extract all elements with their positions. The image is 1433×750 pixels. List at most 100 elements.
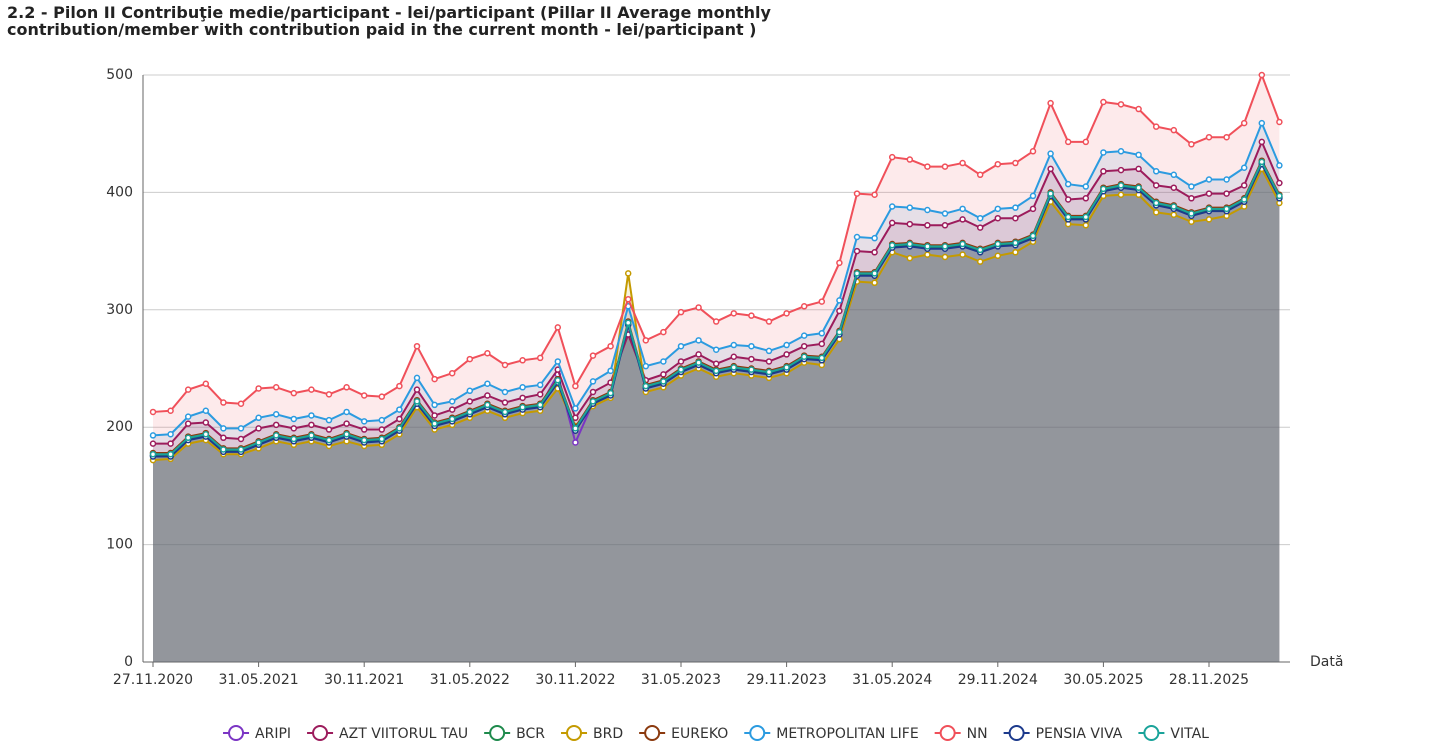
point xyxy=(871,249,878,256)
point xyxy=(325,426,333,433)
point xyxy=(783,364,790,371)
point xyxy=(836,328,843,336)
point xyxy=(1240,196,1248,203)
legend-item[interactable]: BCR xyxy=(484,725,545,742)
point xyxy=(994,160,1002,168)
point xyxy=(888,153,896,161)
legend-item[interactable]: NN xyxy=(934,725,988,742)
point xyxy=(290,435,298,443)
point xyxy=(272,421,280,429)
lines xyxy=(149,71,1283,464)
point xyxy=(325,391,333,398)
chart-title: 2.2 - Pilon II Contribuţie medie/partici… xyxy=(7,3,771,39)
legend-item[interactable]: VITAL xyxy=(1138,725,1209,742)
point xyxy=(730,341,738,349)
point xyxy=(431,420,438,427)
point xyxy=(501,399,509,406)
point xyxy=(1152,199,1160,207)
point xyxy=(642,337,650,344)
point xyxy=(941,222,949,229)
point xyxy=(871,279,878,287)
point xyxy=(519,394,526,402)
point xyxy=(220,425,227,432)
point xyxy=(237,425,245,432)
point xyxy=(202,430,210,438)
point xyxy=(677,342,685,350)
point xyxy=(1170,211,1178,218)
point xyxy=(959,240,966,248)
point xyxy=(572,439,579,446)
point xyxy=(237,446,245,453)
point xyxy=(325,416,333,424)
point xyxy=(836,259,843,267)
y-tick-label: 400 xyxy=(106,184,133,200)
point xyxy=(554,358,562,365)
point xyxy=(1082,222,1090,229)
point xyxy=(1152,182,1160,189)
point xyxy=(308,432,315,439)
point xyxy=(149,440,157,447)
point xyxy=(501,361,509,369)
point xyxy=(184,420,192,427)
point xyxy=(765,368,773,376)
point xyxy=(396,415,403,423)
point xyxy=(677,308,685,316)
point xyxy=(660,371,667,378)
point xyxy=(466,387,474,395)
series-area xyxy=(153,163,1280,663)
point xyxy=(871,270,878,277)
point xyxy=(730,353,738,361)
x-tick-label: 30.11.2022 xyxy=(535,672,615,688)
series xyxy=(149,138,1283,447)
point xyxy=(536,354,544,362)
point xyxy=(1047,150,1054,157)
point xyxy=(906,254,914,262)
point xyxy=(888,203,896,210)
point xyxy=(1205,133,1213,141)
point xyxy=(1188,141,1195,148)
point xyxy=(994,252,1002,260)
point xyxy=(994,214,1002,222)
point xyxy=(1170,203,1178,210)
point xyxy=(413,386,421,393)
point xyxy=(1240,164,1248,171)
point xyxy=(783,310,790,317)
point xyxy=(448,415,456,423)
point xyxy=(1117,166,1125,174)
legend-item[interactable]: METROPOLITAN LIFE xyxy=(744,725,919,742)
point xyxy=(765,358,773,365)
point xyxy=(184,386,192,393)
point xyxy=(1100,185,1107,193)
legend-label: METROPOLITAN LIFE xyxy=(776,726,918,742)
point xyxy=(624,270,632,277)
point xyxy=(800,353,808,361)
point xyxy=(1223,190,1230,197)
point xyxy=(959,205,966,213)
point xyxy=(607,367,614,375)
legend-item[interactable]: EUREKO xyxy=(639,725,728,742)
x-tick-label: 31.05.2023 xyxy=(641,672,721,688)
point xyxy=(1152,123,1160,130)
point xyxy=(202,419,210,426)
point xyxy=(1082,213,1090,221)
point xyxy=(519,357,526,364)
point xyxy=(1223,176,1230,183)
point xyxy=(1188,183,1195,190)
point xyxy=(1135,165,1142,173)
point xyxy=(167,440,174,447)
point xyxy=(396,406,403,413)
legend-item[interactable]: BRD xyxy=(561,725,623,742)
point xyxy=(1276,118,1283,126)
point xyxy=(360,392,368,399)
point xyxy=(167,407,174,415)
point xyxy=(1029,205,1037,213)
series-area xyxy=(153,141,1280,663)
legend-item[interactable]: AZT VIITORUL TAU xyxy=(307,725,468,742)
point xyxy=(748,366,755,373)
legend-item[interactable]: ARIPI xyxy=(223,725,291,742)
legend-item[interactable]: PENSIA VIVA xyxy=(1003,725,1123,742)
point xyxy=(888,219,896,227)
point xyxy=(1205,205,1213,213)
point xyxy=(712,367,720,375)
